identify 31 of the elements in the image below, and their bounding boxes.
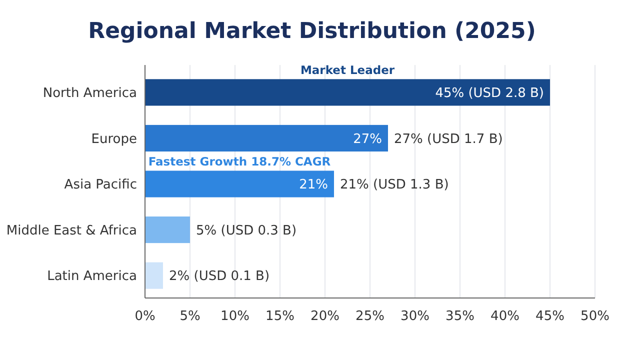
chart-title: Regional Market Distribution (2025) (88, 19, 536, 44)
bar (145, 79, 550, 106)
annotation: 27% (353, 132, 382, 147)
y-tick-label: North America (42, 86, 137, 101)
x-tick-label: 5% (180, 309, 200, 324)
x-tick-label: 20% (310, 309, 340, 324)
x-tick-label: 10% (220, 309, 250, 324)
annotation: Fastest Growth 18.7% CAGR (148, 154, 331, 169)
x-tick-label: 0% (134, 309, 156, 324)
data-label: 45% (USD 2.8 B) (435, 86, 544, 101)
y-tick-label: Europe (91, 132, 137, 147)
data-label: 5% (USD 0.3 B) (196, 223, 297, 238)
data-label: 2% (USD 0.1 B) (169, 269, 270, 284)
annotation: Market Leader (300, 63, 395, 78)
annotation: 21% (299, 178, 328, 193)
x-tick-label: 45% (536, 309, 564, 324)
bar (145, 216, 190, 244)
x-tick-label: 30% (400, 309, 430, 324)
data-label: 21% (USD 1.3 B) (340, 178, 449, 193)
bar (145, 170, 334, 198)
x-tick-label: 40% (490, 309, 520, 324)
x-tick-label: 15% (266, 309, 294, 324)
x-tick-label: 50% (580, 309, 610, 324)
y-tick-label: Middle East & Africa (6, 223, 137, 238)
x-tick-label: 25% (356, 309, 384, 324)
bar (145, 262, 163, 289)
bar (145, 124, 388, 152)
y-tick-label: Asia Pacific (64, 178, 137, 193)
data-label: 27% (USD 1.7 B) (394, 132, 503, 147)
x-tick-label: 35% (446, 309, 474, 324)
y-tick-label: Latin America (47, 269, 137, 284)
